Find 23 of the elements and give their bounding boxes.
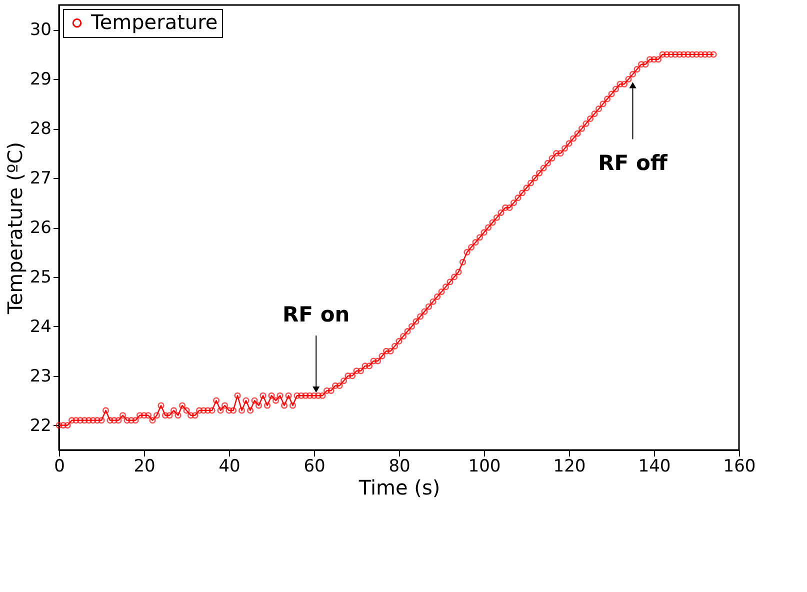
y-axis-title: Temperature (ºC)	[2, 142, 27, 316]
y-tick-label: 30	[30, 20, 52, 40]
x-tick-label: 0	[54, 456, 65, 476]
y-tick-label: 23	[30, 366, 52, 386]
y-tick-label: 25	[30, 267, 52, 288]
x-tick-label: 80	[388, 456, 410, 476]
y-tick-label: 29	[30, 70, 52, 90]
annotation: RF off	[598, 151, 668, 176]
x-tick-label: 20	[134, 456, 156, 476]
y-tick-label: 26	[30, 218, 52, 238]
x-tick-label: 160	[723, 456, 756, 476]
y-tick-label: 24	[30, 316, 52, 337]
x-tick-label: 140	[638, 456, 671, 476]
x-tick-label: 40	[218, 456, 240, 476]
x-tick-label: 120	[553, 456, 586, 476]
annotation: RF on	[282, 302, 350, 327]
x-tick-label: 100	[468, 456, 501, 476]
x-axis-title: Time (s)	[358, 476, 440, 500]
legend-label: Temperature	[90, 10, 218, 34]
y-tick-label: 27	[30, 168, 52, 189]
y-tick-label: 28	[30, 119, 52, 140]
y-tick-label: 22	[30, 416, 52, 436]
x-tick-label: 60	[304, 456, 326, 476]
